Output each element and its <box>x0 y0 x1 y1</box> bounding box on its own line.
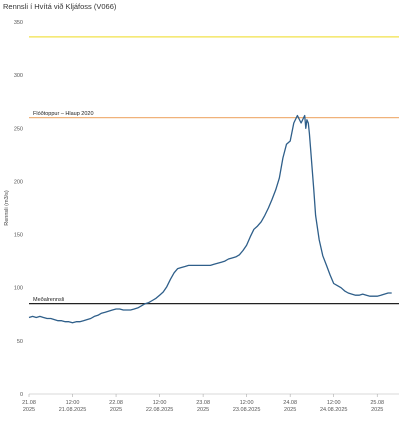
x-tick-label: 25.08 <box>370 400 384 406</box>
series-line <box>28 114 392 324</box>
y-tick-label: 50 <box>17 339 23 345</box>
x-tick-label-sub: 21.08.2025 <box>59 407 87 413</box>
x-tick-label: 24.08 <box>283 400 297 406</box>
x-tick-label: 23.08 <box>196 400 210 406</box>
x-tick-label-sub: 2025 <box>110 407 122 413</box>
x-tick-label: 12:00 <box>240 400 254 406</box>
x-tick-label-sub: 2025 <box>371 407 383 413</box>
x-tick-label-sub: 2025 <box>23 407 35 413</box>
x-tick-label-sub: 22.08.2025 <box>146 407 174 413</box>
x-tick-label-sub: 24.08.2025 <box>320 407 348 413</box>
reference-line-label: Flóðtoppur – Hlaup 2020 <box>33 110 94 117</box>
x-tick-label: 12:00 <box>66 400 80 406</box>
reference-line-label: Meðalrennsli <box>33 296 64 303</box>
x-tick-label: 21.08 <box>22 400 36 406</box>
x-tick-label: 12:00 <box>153 400 167 406</box>
x-tick-label: 22.08 <box>109 400 123 406</box>
y-tick-label: 250 <box>14 126 23 132</box>
y-tick-label: 300 <box>14 73 23 79</box>
chart-title: Rennsli í Hvítá við Kljáfoss (V066) <box>3 2 117 11</box>
y-tick-label: 350 <box>14 20 23 26</box>
x-tick-label-sub: 2025 <box>284 407 296 413</box>
y-tick-label: 200 <box>14 179 23 185</box>
y-tick-label: 0 <box>20 392 23 398</box>
x-tick-label-sub: 2025 <box>197 407 209 413</box>
y-tick-label: 150 <box>14 233 23 239</box>
y-tick-label: 100 <box>14 286 23 292</box>
x-tick-label-sub: 23.08.2025 <box>233 407 261 413</box>
x-tick-label: 12:00 <box>327 400 341 406</box>
y-axis-label: Rennsli (m3/s) <box>4 190 10 226</box>
